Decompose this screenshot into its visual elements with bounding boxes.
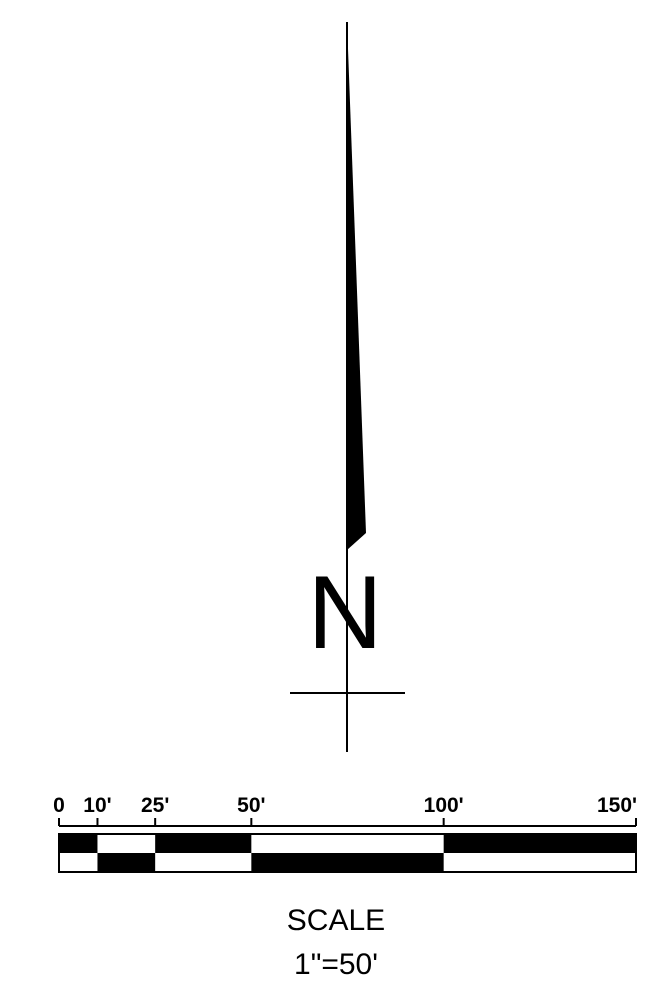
scale-tick-label: 10' xyxy=(83,794,111,817)
scale-blocks xyxy=(59,834,636,872)
north-label: N xyxy=(307,555,382,671)
scale-segment-block xyxy=(155,834,252,853)
scale-tick-label: 50' xyxy=(237,794,265,817)
scale-segment-block xyxy=(97,853,156,872)
scale-title: SCALE xyxy=(287,904,385,937)
scale-caption: SCALE 1"=50' xyxy=(287,904,385,981)
scale-segment-block xyxy=(251,853,444,872)
scale-bar-outline xyxy=(58,833,637,873)
north-arrow: N xyxy=(290,22,405,752)
scale-bar: 0 10' 25' 50' 100' 150' xyxy=(53,794,637,873)
scale-ratio: 1"=50' xyxy=(294,948,378,981)
scale-tick-label: 150' xyxy=(597,794,637,817)
north-arrow-blade xyxy=(347,22,366,550)
scale-tick-label: 0 xyxy=(53,794,65,817)
scale-ticks xyxy=(58,818,637,826)
scale-tick-labels: 0 10' 25' 50' 100' 150' xyxy=(53,794,637,817)
scale-segment-block xyxy=(443,834,636,853)
scale-tick-label: 25' xyxy=(141,794,169,817)
scale-segment-block xyxy=(59,834,98,853)
scale-tick-label: 100' xyxy=(424,794,464,817)
